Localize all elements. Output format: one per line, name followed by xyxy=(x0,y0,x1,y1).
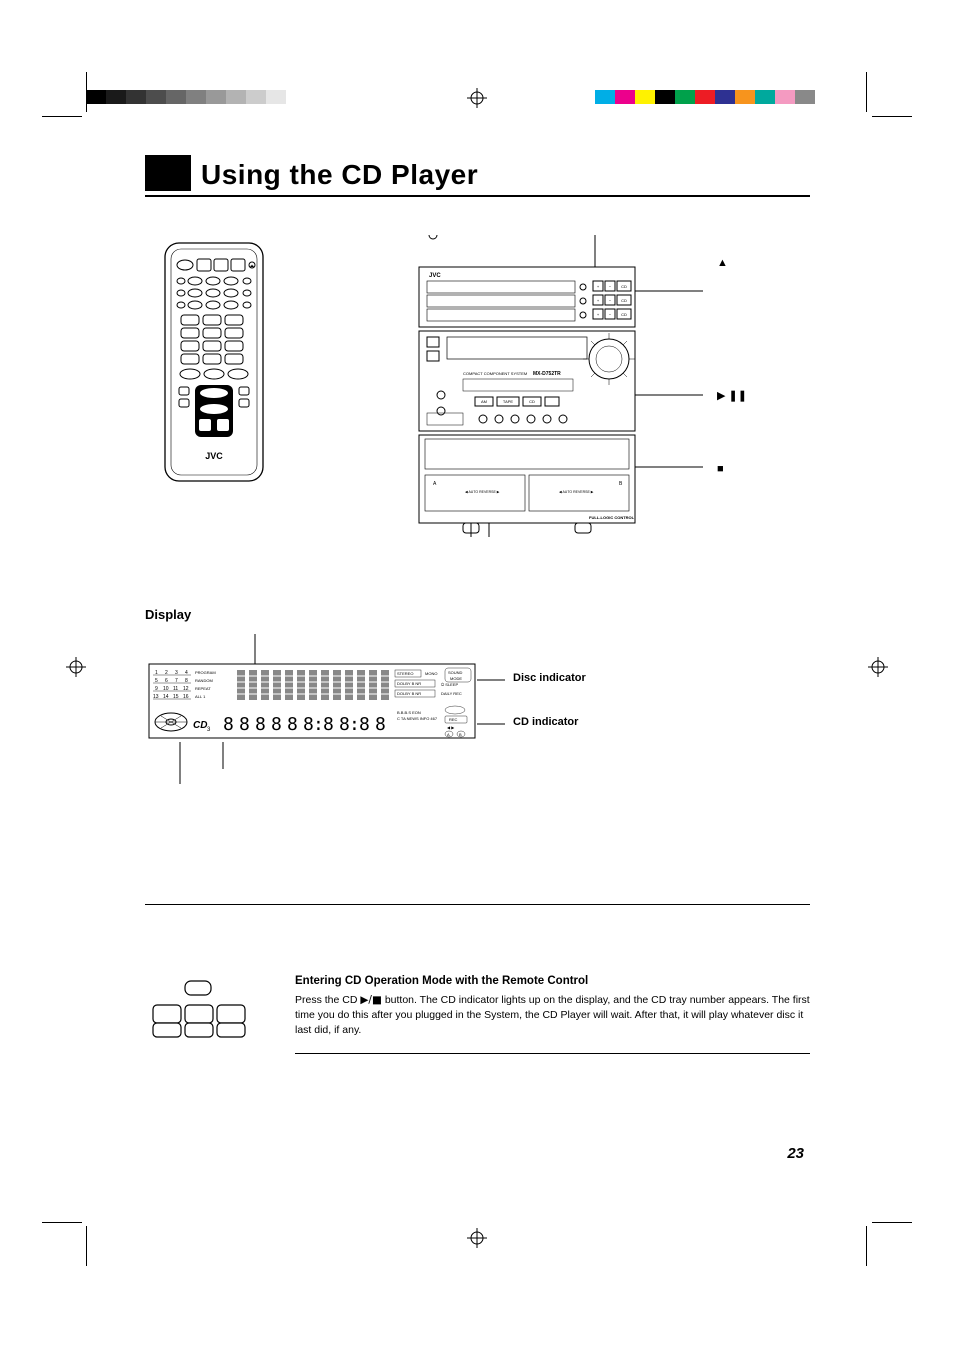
title-underline xyxy=(145,195,810,197)
section-separator xyxy=(145,904,810,905)
svg-text:MX-D752TR: MX-D752TR xyxy=(533,371,561,377)
entering-body-pre: Press the CD xyxy=(295,994,360,1006)
grayscale-registration-bar xyxy=(86,90,286,104)
registration-crosshair-top xyxy=(467,88,487,108)
play-pause-callout: ▶ ❚❚ xyxy=(717,389,747,402)
svg-text:CD: CD xyxy=(529,399,535,404)
entering-underline xyxy=(295,1053,810,1054)
display-heading: Display xyxy=(145,607,810,622)
disc-indicator-label: Disc indicator xyxy=(513,672,586,684)
svg-text:AM: AM xyxy=(481,399,487,404)
svg-text:CD: CD xyxy=(621,312,627,317)
entering-cd-mode-section: Entering CD Operation Mode with the Remo… xyxy=(145,975,810,1065)
remote-control-figure: ⏏ xyxy=(159,237,269,487)
entering-heading: Entering CD Operation Mode with the Remo… xyxy=(295,975,810,987)
remote-brand-label: JVC xyxy=(205,451,223,461)
play-stop-symbol: ▶/■ xyxy=(360,994,382,1006)
section-title-bar: Using the CD Player xyxy=(145,155,810,191)
color-registration-bar xyxy=(595,90,815,104)
registration-crosshair-right xyxy=(868,657,888,677)
hardware-figure-row: ⏏ xyxy=(145,237,810,577)
svg-text:CD: CD xyxy=(621,284,627,289)
svg-text:TAPE: TAPE xyxy=(503,399,513,404)
section-title: Using the CD Player xyxy=(201,159,478,191)
entering-body: Press the CD ▶/■ button. The CD indicato… xyxy=(295,993,810,1039)
title-block-icon xyxy=(145,155,191,191)
stop-callout: ■ xyxy=(717,463,724,475)
svg-text:FULL-LOGIC CONTROL: FULL-LOGIC CONTROL xyxy=(589,515,635,520)
svg-text:◀ AUTO REVERSE ▶: ◀ AUTO REVERSE ▶ xyxy=(465,490,501,494)
registration-crosshair-bottom xyxy=(467,1228,487,1248)
page-number: 23 xyxy=(787,1145,804,1162)
registration-crosshair-left xyxy=(66,657,86,677)
eject-callout: ▲ xyxy=(717,257,728,269)
svg-text:JVC: JVC xyxy=(429,273,441,279)
display-figure: 1234 5678 9101112 13141516 PROGRAM RANDO… xyxy=(145,634,810,834)
svg-text:CD: CD xyxy=(621,298,627,303)
svg-text:COMPACT COMPONENT SYSTEM: COMPACT COMPONENT SYSTEM xyxy=(463,371,527,376)
remote-snippet-figure xyxy=(145,975,265,1055)
svg-text:⏏: ⏏ xyxy=(250,263,254,268)
svg-text:◀ AUTO REVERSE ▶: ◀ AUTO REVERSE ▶ xyxy=(559,490,595,494)
display-leader-lines xyxy=(145,634,665,794)
cd-indicator-label: CD indicator xyxy=(513,716,578,728)
stereo-system-figure: JVC + − CD + − CD + − CD xyxy=(403,235,703,555)
